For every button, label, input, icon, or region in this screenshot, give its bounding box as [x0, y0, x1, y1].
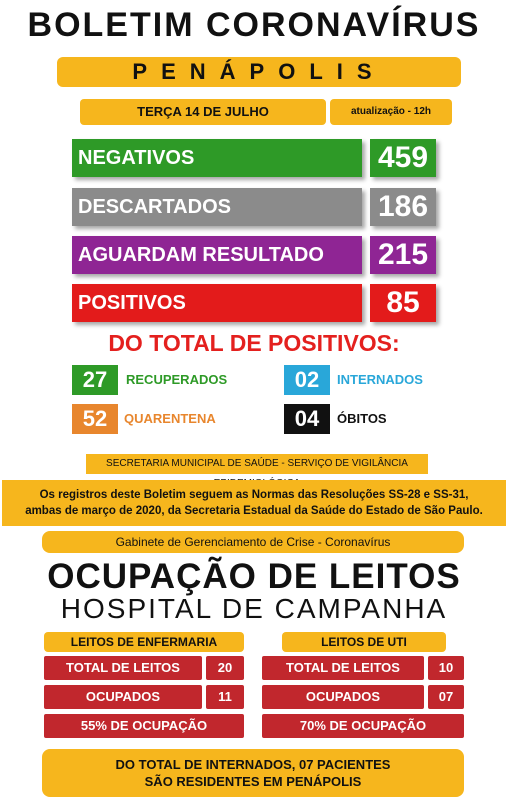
residents-note: DO TOTAL DE INTERNADOS, 07 PACIENTES SÃO… — [42, 749, 464, 797]
enfermaria-total-value: 20 — [206, 656, 244, 680]
quarentena-count: 52 — [72, 404, 118, 434]
city-banner: PENÁPOLIS — [57, 57, 461, 87]
enfermaria-percent: 55% DE OCUPAÇÃO — [44, 714, 244, 738]
gabinete-banner: Gabinete de Gerenciamento de Crise - Cor… — [42, 531, 464, 553]
descartados-label: DESCARTADOS — [72, 188, 362, 226]
bulletin-title: BOLETIM CORONAVÍRUS — [27, 6, 481, 44]
positivos-value: 85 — [370, 284, 436, 322]
regulation-notice: Os registros deste Boletim seguem as Nor… — [2, 480, 506, 526]
update-time-badge: atualização - 12h — [330, 99, 452, 125]
uti-ocupados-value: 07 — [428, 685, 464, 709]
uti-total-value: 10 — [428, 656, 464, 680]
notice-line-2: ambas de março de 2020, da Secretaria Es… — [25, 505, 483, 517]
internados-count: 02 — [284, 365, 330, 395]
negativos-value: 459 — [370, 139, 436, 177]
occupancy-subtitle: HOSPITAL DE CAMPANHA — [60, 593, 448, 624]
aguardam-resultado-value: 215 — [370, 236, 436, 274]
enfermaria-ocupados-label: OCUPADOS — [44, 685, 202, 709]
descartados-value: 186 — [370, 188, 436, 226]
residents-note-line-2: SÃO RESIDENTES EM PENÁPOLIS — [144, 774, 362, 789]
internados-label: INTERNADOS — [337, 372, 423, 387]
recuperados-count: 27 — [72, 365, 118, 395]
quarentena-label: QUARENTENA — [124, 411, 216, 426]
occupancy-title: OCUPAÇÃO DE LEITOS — [47, 557, 461, 596]
uti-ocupados-label: OCUPADOS — [262, 685, 424, 709]
positivos-label: POSITIVOS — [72, 284, 362, 322]
obitos-label: ÓBITOS — [337, 411, 387, 426]
secretaria-banner: SECRETARIA MUNICIPAL DE SAÚDE - SERVIÇO … — [86, 454, 428, 489]
date-badge: TERÇA 14 DE JULHO — [80, 99, 326, 125]
residents-note-line-1: DO TOTAL DE INTERNADOS, 07 PACIENTES — [115, 757, 391, 772]
enfermaria-ocupados-value: 11 — [206, 685, 244, 709]
uti-heading: LEITOS DE UTI — [282, 632, 446, 652]
uti-percent: 70% DE OCUPAÇÃO — [262, 714, 464, 738]
recuperados-label: RECUPERADOS — [126, 372, 228, 387]
enfermaria-heading: LEITOS DE ENFERMARIA — [44, 632, 244, 652]
enfermaria-total-label: TOTAL DE LEITOS — [44, 656, 202, 680]
negativos-label: NEGATIVOS — [72, 139, 362, 177]
notice-line-1: Os registros deste Boletim seguem as Nor… — [39, 489, 469, 501]
aguardam-resultado-label: AGUARDAM RESULTADO — [72, 236, 362, 274]
obitos-count: 04 — [284, 404, 330, 434]
uti-total-label: TOTAL DE LEITOS — [262, 656, 424, 680]
positives-heading: DO TOTAL DE POSITIVOS: — [108, 330, 400, 356]
